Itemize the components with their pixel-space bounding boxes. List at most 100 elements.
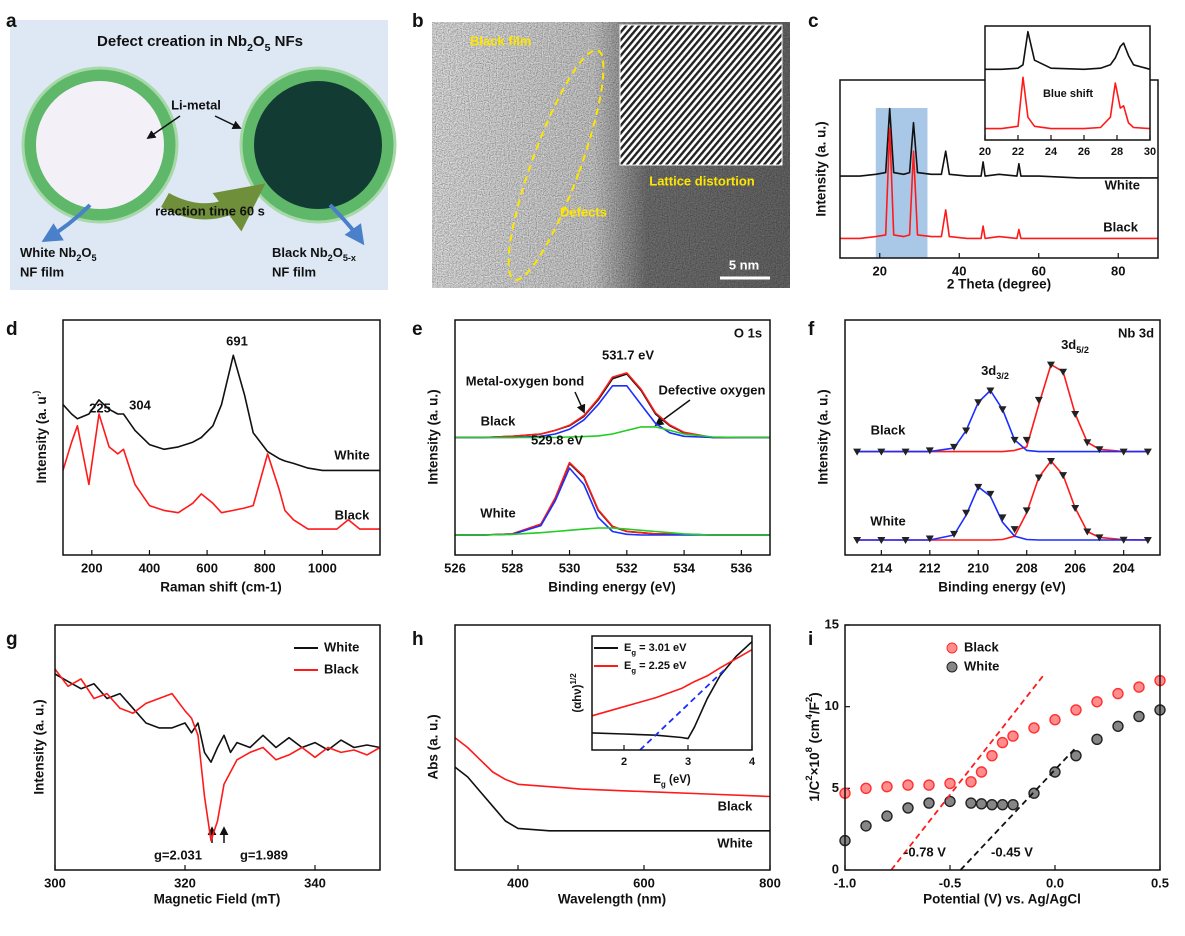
data-point [944, 777, 956, 790]
series-line [591, 641, 753, 740]
y-axis-label: (αhν)1/2 [569, 673, 584, 713]
data-point [1091, 733, 1103, 746]
x-tick-label: 20 [873, 263, 887, 278]
highlight [875, 108, 928, 258]
data-point [1095, 446, 1104, 454]
data-point [950, 443, 959, 451]
x-axis-label: Eg (eV) [653, 774, 691, 789]
series-line [62, 413, 380, 530]
plot-frame [984, 25, 1151, 141]
data-point [902, 779, 914, 791]
data-point [986, 490, 995, 498]
y-tick-label: 15 [825, 616, 839, 631]
label: Defects [560, 204, 607, 219]
data-point [923, 779, 935, 791]
annotation: g=1.989 [240, 847, 288, 862]
series-label: Black [718, 798, 753, 813]
panel-label: g [6, 629, 18, 650]
x-tick-label: 600 [633, 875, 655, 890]
chart: 400 600 800 Wavelength (nm) Abs (a. u.) Black… [426, 624, 781, 907]
y-axis-label: Intensity (a. u.) [31, 391, 49, 484]
x-tick-label: 2 [621, 756, 627, 768]
film-rim [21, 66, 179, 224]
data-point [986, 387, 995, 395]
panel-a: Defect creation in Nb2O5 NFs Li-metal re… [10, 20, 397, 290]
data-point [1091, 696, 1103, 708]
label: Black film [470, 33, 531, 48]
data-point [1028, 722, 1040, 734]
data-point [853, 536, 862, 544]
chart: 200 400 600 800 1000 Raman shift (cm-1) Intens… [31, 319, 381, 595]
data-point [1083, 528, 1092, 536]
data-point [1007, 798, 1019, 811]
data-point [1070, 704, 1082, 716]
annotation: 691 [226, 333, 248, 348]
label: NF film [20, 264, 64, 279]
data-point [1071, 505, 1080, 512]
diagram-title: Defect creation in Nb2O5 NFs [97, 33, 303, 54]
defect-outline [507, 49, 605, 281]
data-point [1007, 730, 1019, 742]
series-line [840, 127, 1158, 240]
x-tick-label: 40 [952, 263, 966, 278]
plot-frame [591, 635, 753, 751]
label: Black Nb2O5-x [272, 245, 356, 263]
panel-label: d [6, 319, 18, 340]
plot-frame [62, 319, 381, 556]
data-point [986, 798, 998, 811]
data-point [1143, 536, 1152, 544]
legend-label: Black [324, 661, 359, 676]
annotation: 225 [89, 400, 111, 415]
series-line [857, 389, 1148, 453]
data-point [925, 447, 934, 455]
series-line [54, 673, 381, 763]
data-point [853, 448, 862, 456]
series-label: White [717, 835, 752, 850]
data-point [950, 530, 959, 538]
x-tick-label: 26 [1078, 146, 1090, 158]
legend-label: White [324, 639, 359, 654]
series-line [959, 746, 1077, 871]
series-label: Black [481, 413, 516, 428]
data-point [902, 802, 914, 814]
data-point [1046, 458, 1055, 465]
x-tick-label: 800 [759, 875, 781, 890]
annotation: g=2.031 [154, 847, 202, 862]
y-axis-label: Intensity (a. u.) [32, 699, 47, 794]
series-line [455, 467, 770, 536]
lattice-inset [619, 24, 783, 166]
x-tick-label: 532 [616, 560, 638, 575]
x-tick-label: 22 [1012, 146, 1024, 158]
panel-label: i [808, 629, 813, 650]
annotation: 3d5/2 [1061, 337, 1089, 355]
data-point [1022, 436, 1031, 444]
data-point [925, 535, 934, 543]
data-point [1083, 439, 1092, 447]
annotation: Nb 3d [1118, 325, 1154, 340]
series-line [454, 737, 771, 798]
x-tick-label: 4 [749, 756, 756, 768]
x-axis-label: 2 Theta (degree) [947, 277, 1051, 292]
series-line [455, 462, 770, 536]
data-point [1133, 710, 1145, 723]
series-line [890, 673, 1046, 871]
data-point [965, 776, 977, 788]
legend-label: Black [964, 639, 999, 654]
arrow [41, 203, 92, 243]
x-tick-label: 300 [44, 875, 66, 890]
series-line [591, 649, 753, 717]
data-point [881, 810, 893, 822]
panel-label: f [808, 319, 815, 340]
x-tick-label: 340 [304, 875, 326, 890]
series-line [454, 766, 770, 832]
data-point [1022, 507, 1031, 515]
legend-marker [946, 642, 958, 654]
x-tick-label: 28 [1111, 146, 1123, 158]
annotation: 529.8 eV [531, 432, 583, 447]
plot-frame [844, 319, 1161, 556]
chart: 20 22 24 26 28 30 Blue shift [979, 25, 1156, 158]
data-point [860, 820, 872, 832]
x-tick-label: 210 [967, 560, 989, 575]
series-line [985, 30, 1151, 71]
x-axis-label: Potential (V) vs. Ag/AgCl [923, 892, 1081, 907]
